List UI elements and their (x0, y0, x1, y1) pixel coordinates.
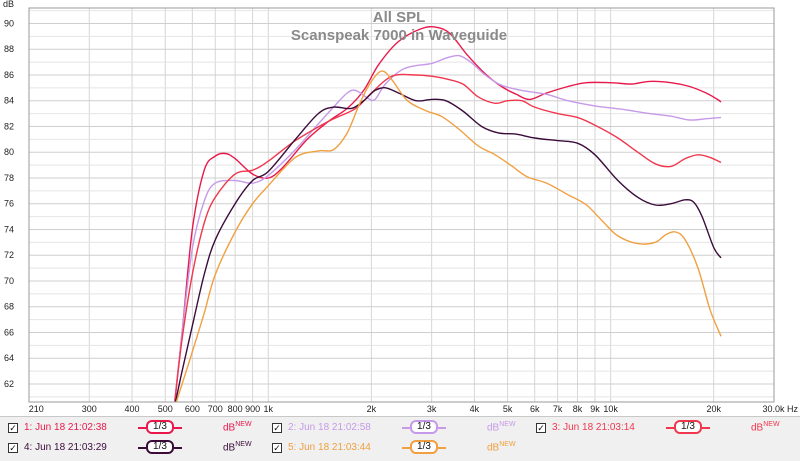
x-tick-label: 400 (125, 404, 140, 414)
plot-background (0, 0, 800, 416)
legend-checkbox-1[interactable]: ✓ (8, 423, 18, 433)
legend-label-4: 4: Jun 18 21:03:29 (24, 442, 107, 453)
legend-label-1: 1: Jun 18 21:02:38 (24, 422, 107, 433)
x-tick-label: 2k (367, 404, 377, 414)
y-tick-label: 80 (4, 147, 14, 157)
y-tick-label: 62 (4, 379, 14, 389)
y-tick-label: 82 (4, 121, 14, 131)
legend-checkbox-2[interactable]: ✓ (272, 423, 282, 433)
x-tick-label: 7k (553, 404, 563, 414)
y-tick-label: 64 (4, 353, 14, 363)
y-tick-label: 90 (4, 18, 14, 28)
series-line-3 (174, 73, 722, 402)
axes: 62 64 66 68 70 72 74 76 78 80 82 84 86 88 90 210 300 400 5… (4, 7, 798, 414)
x-tick-label: 3k (427, 404, 437, 414)
legend-panel: ✓ 1: Jun 18 21:02:38 1/3 dBNEW ✓ 2: Jun … (0, 416, 800, 461)
unit-sup-1: NEW (235, 421, 252, 428)
legend-checkbox-5[interactable]: ✓ (272, 443, 282, 453)
smoothing-label-2: 1/3 (417, 421, 431, 432)
x-tick-label: 210 (29, 404, 44, 414)
smoothing-button-1[interactable]: 1/3 (138, 420, 182, 434)
x-tick-label: 500 (158, 404, 173, 414)
legend-checkbox-4[interactable]: ✓ (8, 443, 18, 453)
y-tick-label: 68 (4, 302, 14, 312)
chart-subtitle: Scanspeak 7000 in Waveguide (291, 27, 507, 44)
x-tick-label: 20k (706, 404, 721, 414)
y-tick-label: 74 (4, 224, 14, 234)
x-tick-label: 5k (503, 404, 513, 414)
series-line-1 (174, 26, 722, 402)
smoothing-button-2[interactable]: 1/3 (402, 420, 446, 434)
unit-text-2: dB (487, 422, 500, 434)
series-line-4 (174, 87, 722, 402)
x-tick-label: 10k (603, 404, 618, 414)
chart-title: All SPL (373, 9, 426, 26)
y-tick-label: 70 (4, 276, 14, 286)
unit-label-2: dBNEW (487, 421, 516, 433)
legend-checkbox-3[interactable]: ✓ (536, 423, 546, 433)
y-tick-label: 88 (4, 44, 14, 54)
y-tick-label: 78 (4, 173, 14, 183)
unit-label-3: dBNEW (751, 421, 780, 433)
legend-label-2: 2: Jun 18 21:02:58 (288, 422, 371, 433)
spl-chart: 62 64 66 68 70 72 74 76 78 80 82 84 86 88 90 210 300 400 5… (0, 0, 800, 416)
smoothing-label-1: 1/3 (153, 421, 167, 432)
x-tick-label: 600 (185, 404, 200, 414)
x-tick-label: 30.0k Hz (762, 404, 798, 414)
y-axis-unit-label: dB (3, 0, 14, 9)
unit-sup-2: NEW (499, 421, 516, 428)
smoothing-button-3[interactable]: 1/3 (666, 420, 710, 434)
unit-sup-4: NEW (235, 441, 252, 448)
x-tick-label: 700 (208, 404, 223, 414)
y-tick-label: 72 (4, 250, 14, 260)
y-tick-label: 76 (4, 199, 14, 209)
smoothing-button-5[interactable]: 1/3 (402, 440, 446, 454)
x-tick-label: 1k (264, 404, 274, 414)
x-tick-label: 800 (228, 404, 243, 414)
legend-label-5: 5: Jun 18 21:03:44 (288, 442, 371, 453)
plot-border (28, 7, 775, 403)
unit-text-3: dB (751, 422, 764, 434)
x-tick-label: 300 (82, 404, 97, 414)
smoothing-button-4[interactable]: 1/3 (138, 440, 182, 454)
unit-text-1: dB (223, 422, 236, 434)
x-tick-label: 6k (530, 404, 540, 414)
x-tick-label: 4k (470, 404, 480, 414)
unit-text-5: dB (487, 442, 500, 454)
unit-sup-5: NEW (499, 441, 516, 448)
y-tick-label: 86 (4, 70, 14, 80)
unit-sup-3: NEW (763, 421, 780, 428)
unit-label-4: dBNEW (223, 441, 252, 453)
x-tick-label: 900 (245, 404, 260, 414)
unit-text-4: dB (223, 442, 236, 454)
x-tick-label: 9k (590, 404, 600, 414)
x-tick-label: 8k (573, 404, 583, 414)
legend-label-3: 3: Jun 18 21:03:14 (552, 422, 635, 433)
unit-label-1: dBNEW (223, 421, 252, 433)
smoothing-label-4: 1/3 (153, 441, 167, 452)
y-tick-label: 84 (4, 96, 14, 106)
unit-label-5: dBNEW (487, 441, 516, 453)
smoothing-label-3: 1/3 (681, 421, 695, 432)
series-line-2 (174, 54, 722, 402)
series-line-5 (175, 70, 722, 402)
smoothing-label-5: 1/3 (417, 441, 431, 452)
y-tick-label: 66 (4, 327, 14, 337)
series-lines (174, 26, 722, 402)
